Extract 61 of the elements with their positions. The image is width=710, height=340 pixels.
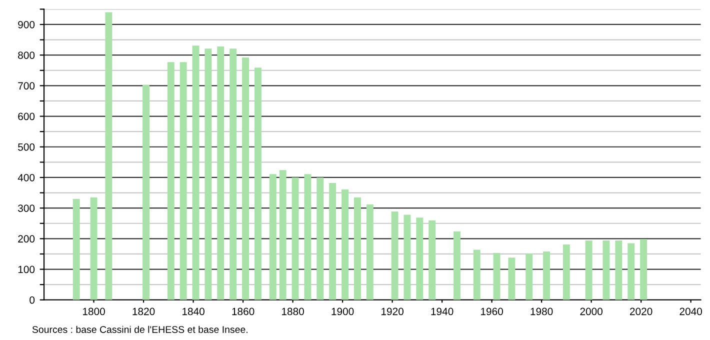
bar <box>269 174 276 300</box>
bar <box>242 58 250 300</box>
bar <box>316 177 324 300</box>
bar <box>640 238 648 300</box>
source-note: Sources : base Cassini de l'EHESS et base Insee. <box>32 326 248 333</box>
y-tick-label: 0 <box>30 296 35 304</box>
bar <box>526 254 533 300</box>
bar <box>292 177 299 300</box>
x-tick-label: 1960 <box>481 308 503 316</box>
bar <box>473 250 480 300</box>
bar <box>602 240 610 300</box>
y-tick-label: 200 <box>18 235 35 243</box>
bar <box>90 197 98 300</box>
bar <box>562 244 570 300</box>
y-tick-label: 800 <box>18 52 35 59</box>
y-tick-label: 900 <box>18 20 35 28</box>
x-tick-label: 1920 <box>382 308 404 316</box>
bar <box>354 197 361 300</box>
bar <box>615 240 622 300</box>
y-tick-label: 700 <box>18 82 35 90</box>
y-tick-label: 100 <box>18 266 35 274</box>
y-tick-label: 300 <box>18 204 35 212</box>
bar <box>428 220 436 300</box>
x-tick-label: 1940 <box>431 308 454 316</box>
bar <box>453 231 460 300</box>
y-tick-label: 400 <box>18 174 35 182</box>
bar <box>217 46 224 300</box>
x-tick-label: 2020 <box>630 308 652 316</box>
bar <box>366 204 374 300</box>
bar <box>391 211 398 300</box>
bar <box>72 198 80 300</box>
bar <box>192 46 200 300</box>
x-tick-label: 2000 <box>580 308 602 316</box>
bar <box>628 243 635 300</box>
bar <box>142 84 150 300</box>
bar <box>493 253 500 300</box>
bar <box>105 12 112 300</box>
bar <box>585 240 592 300</box>
y-tick-label: 500 <box>18 143 35 151</box>
bar <box>508 258 516 300</box>
x-tick-label: 1900 <box>332 308 354 316</box>
x-tick-label: 1820 <box>132 308 155 316</box>
bar <box>279 170 286 300</box>
bar <box>167 62 174 300</box>
bar <box>230 48 237 300</box>
bar <box>329 182 336 300</box>
x-tick-label: 1860 <box>232 308 254 316</box>
bar <box>543 252 550 300</box>
bar <box>404 214 411 300</box>
x-tick-label: 1840 <box>182 308 204 316</box>
x-tick-label: 1980 <box>530 308 553 316</box>
x-tick-label: 1800 <box>82 308 105 316</box>
bar <box>342 189 349 300</box>
bar <box>416 218 424 300</box>
bar <box>180 62 187 300</box>
bar <box>204 48 212 300</box>
bar <box>304 174 312 300</box>
x-tick-label: 1880 <box>282 308 304 316</box>
y-tick-label: 600 <box>18 112 35 120</box>
x-tick-label: 2040 <box>680 308 702 316</box>
bar <box>254 68 262 300</box>
